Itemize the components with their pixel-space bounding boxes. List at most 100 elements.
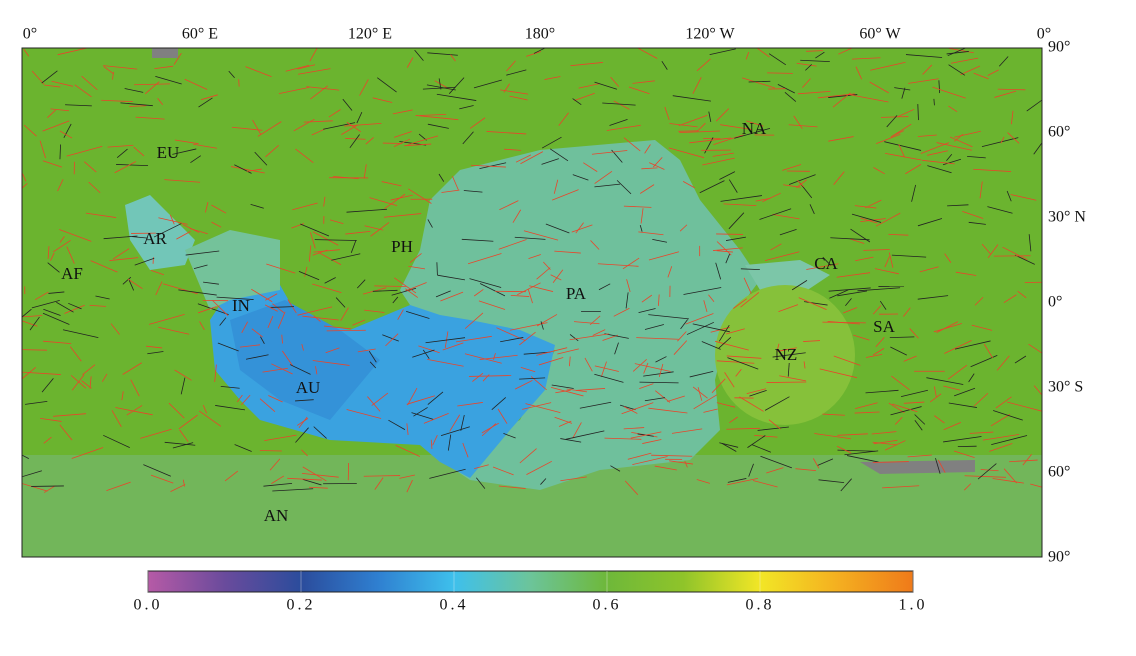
velocity-tick	[395, 445, 421, 457]
velocity-tick	[394, 131, 412, 138]
velocity-tick	[667, 266, 673, 278]
velocity-tick	[752, 444, 772, 453]
velocity-tick	[974, 296, 984, 306]
velocity-tick	[875, 337, 885, 348]
velocity-tick	[120, 102, 153, 107]
velocity-tick	[150, 269, 164, 276]
velocity-tick	[764, 251, 800, 262]
velocity-tick	[323, 196, 326, 207]
velocity-tick	[819, 368, 858, 379]
velocity-tick	[680, 319, 688, 330]
velocity-tick	[963, 483, 972, 491]
velocity-tick	[101, 373, 108, 382]
velocity-tick	[679, 130, 720, 134]
velocity-tick	[754, 434, 778, 438]
velocity-tick	[992, 478, 1024, 484]
velocity-tick	[776, 343, 780, 351]
velocity-tick	[427, 359, 464, 367]
velocity-tick	[828, 136, 854, 142]
velocity-tick	[122, 362, 142, 375]
velocity-tick	[529, 285, 554, 292]
velocity-tick	[205, 201, 209, 213]
velocity-tick	[735, 368, 742, 377]
velocity-tick	[639, 225, 643, 232]
velocity-tick	[435, 290, 451, 298]
velocity-tick	[42, 312, 70, 325]
velocity-tick	[313, 249, 340, 253]
velocity-tick	[368, 350, 377, 363]
velocity-tick	[946, 51, 969, 55]
velocity-tick	[934, 386, 937, 398]
velocity-tick	[626, 279, 631, 292]
velocity-tick	[312, 360, 350, 366]
velocity-tick	[65, 104, 92, 107]
velocity-tick	[25, 401, 48, 405]
velocity-tick	[23, 48, 30, 57]
velocity-tick	[251, 288, 273, 303]
velocity-tick	[643, 362, 649, 374]
velocity-tick	[571, 224, 593, 233]
velocity-tick	[838, 48, 854, 55]
velocity-tick	[422, 349, 430, 359]
velocity-tick	[708, 111, 712, 123]
velocity-tick	[870, 61, 906, 71]
velocity-tick	[234, 444, 252, 452]
velocity-tick	[84, 161, 97, 173]
velocity-tick	[493, 353, 496, 360]
velocity-tick	[927, 150, 948, 156]
velocity-tick	[66, 145, 103, 157]
velocity-tick	[853, 334, 870, 341]
velocity-tick	[876, 133, 901, 144]
velocity-tick	[184, 78, 208, 90]
velocity-tick	[193, 264, 208, 270]
velocity-tick	[891, 375, 910, 391]
velocity-tick	[89, 304, 106, 307]
velocity-tick	[309, 245, 312, 262]
plate-label: CA	[814, 254, 838, 273]
velocity-tick	[62, 329, 99, 338]
velocity-tick	[718, 337, 732, 349]
velocity-tick	[822, 413, 845, 416]
velocity-tick	[153, 223, 182, 238]
velocity-tick	[1026, 99, 1042, 112]
velocity-tick	[711, 378, 726, 394]
velocity-tick	[116, 164, 149, 167]
velocity-tick	[476, 477, 486, 489]
velocity-tick	[298, 271, 320, 281]
velocity-tick	[42, 160, 62, 168]
velocity-tick	[715, 262, 722, 280]
velocity-tick	[703, 408, 718, 413]
velocity-tick	[909, 328, 919, 339]
velocity-tick	[155, 281, 163, 296]
velocity-tick	[872, 305, 882, 315]
velocity-tick	[815, 51, 825, 59]
velocity-tick	[692, 323, 730, 333]
velocity-tick	[742, 77, 775, 89]
velocity-tick	[693, 394, 718, 410]
velocity-tick	[746, 120, 764, 127]
longitude-label: 120° E	[348, 26, 392, 43]
velocity-tick	[329, 219, 344, 224]
velocity-tick	[1017, 290, 1027, 299]
velocity-tick	[888, 252, 894, 268]
velocity-tick	[777, 347, 797, 352]
velocity-tick	[302, 466, 327, 482]
velocity-tick	[309, 486, 328, 489]
velocity-tick	[1022, 453, 1032, 466]
velocity-tick	[747, 435, 766, 448]
velocity-tick	[782, 164, 802, 171]
velocity-tick	[163, 283, 198, 295]
velocity-tick	[519, 377, 546, 380]
velocity-tick	[803, 340, 821, 342]
velocity-tick	[363, 475, 401, 477]
velocity-tick	[651, 454, 693, 457]
velocity-tick	[452, 176, 459, 191]
velocity-tick	[553, 179, 559, 194]
velocity-tick	[265, 145, 279, 158]
velocity-tick	[977, 463, 997, 480]
colorbar-tick-label: 0.2	[287, 597, 316, 614]
velocity-tick	[658, 294, 660, 306]
velocity-tick	[982, 434, 1020, 441]
velocity-tick	[22, 349, 47, 351]
